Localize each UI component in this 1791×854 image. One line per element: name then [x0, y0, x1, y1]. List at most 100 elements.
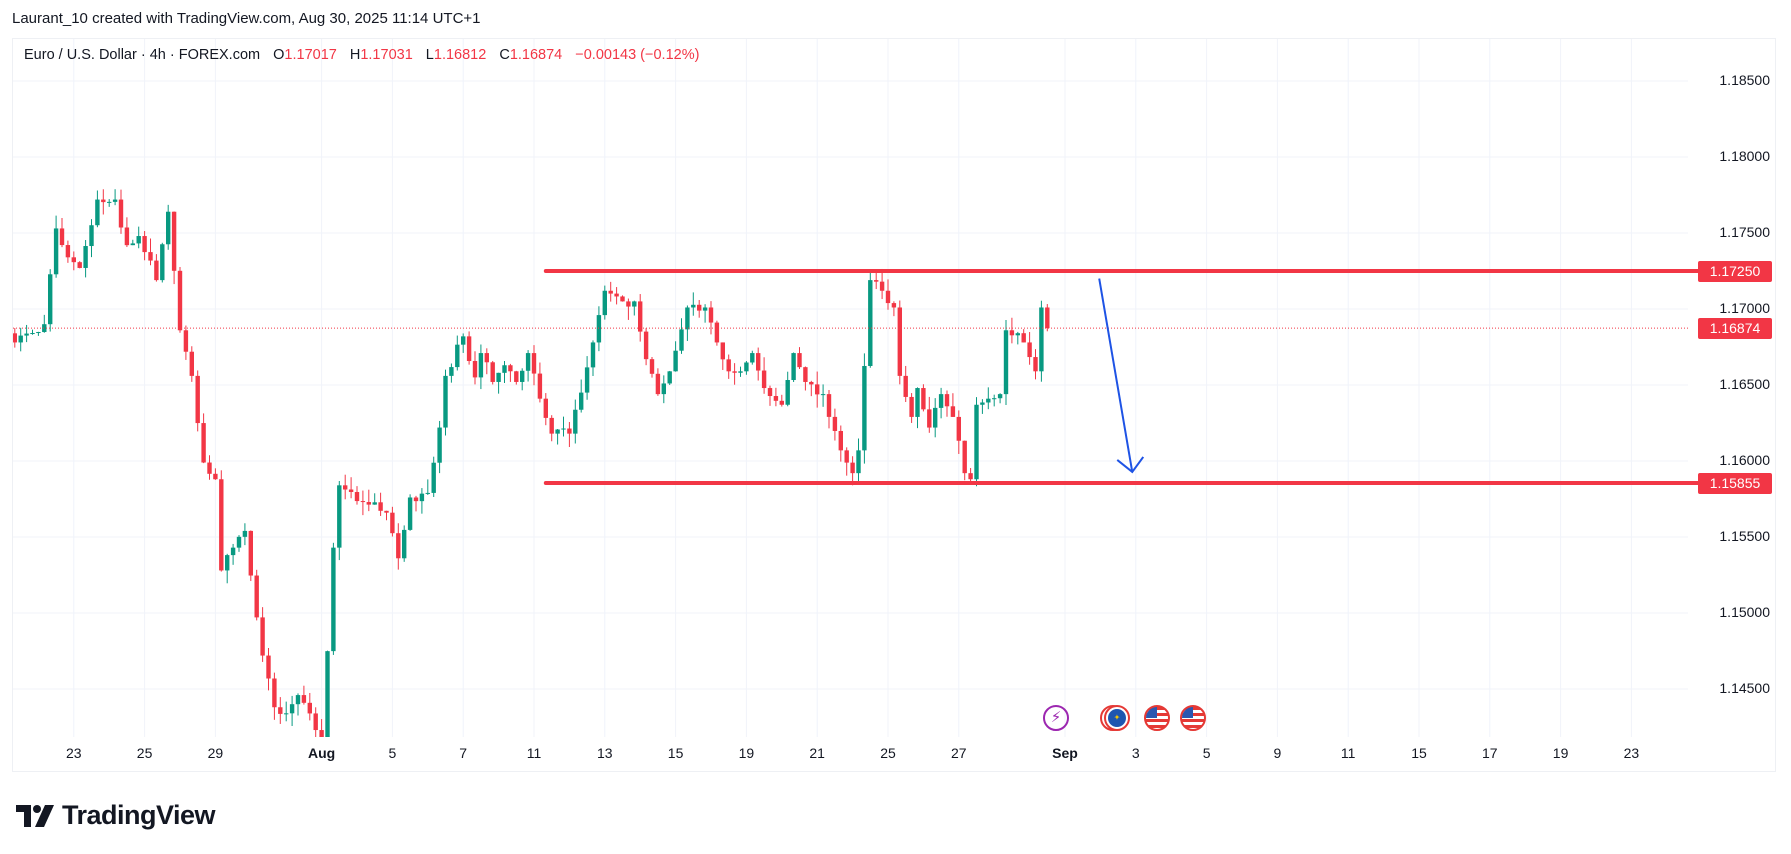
lightning-icon[interactable]: ⚡	[1043, 705, 1069, 731]
candle-body	[726, 359, 731, 372]
candle-body	[77, 262, 82, 268]
candle-body	[992, 398, 997, 400]
candle-body	[844, 450, 849, 463]
price-tick-label: 1.16000	[1719, 452, 1770, 468]
candle	[254, 569, 259, 621]
low-label: L	[425, 47, 434, 63]
price-tag: 1.16874	[1698, 318, 1772, 340]
candle-body	[478, 353, 484, 378]
candle-body	[997, 394, 1003, 399]
candle-body	[974, 404, 979, 480]
candle-body	[826, 394, 832, 417]
candle	[549, 415, 554, 442]
date-tick-label: 27	[951, 745, 967, 761]
chart-frame	[12, 38, 1776, 772]
candle-body	[555, 429, 560, 434]
candle	[744, 361, 749, 375]
candle-body	[124, 227, 130, 246]
price-tick-label: 1.14500	[1719, 680, 1770, 696]
candle	[938, 387, 944, 419]
candle-body	[331, 547, 336, 652]
candle-body	[850, 462, 855, 474]
candle	[820, 384, 826, 407]
tradingview-logo[interactable]: TradingView	[16, 800, 216, 831]
candle	[714, 320, 720, 346]
trend-arrow-head	[1116, 456, 1145, 474]
candle	[956, 410, 961, 454]
candle	[608, 281, 613, 302]
candle	[620, 295, 625, 302]
candle	[561, 416, 566, 437]
candle-body	[337, 485, 342, 548]
candle	[354, 486, 360, 505]
candle-body	[856, 450, 861, 474]
candle-body	[531, 353, 537, 374]
candle	[720, 342, 725, 370]
candle	[573, 399, 578, 444]
candle	[531, 345, 537, 386]
candle-body	[697, 304, 702, 311]
candle-body	[413, 497, 419, 502]
price-tick-label: 1.18500	[1719, 72, 1770, 88]
candle	[478, 344, 484, 390]
candle-body	[738, 371, 743, 373]
candle	[18, 327, 23, 352]
candle-body	[756, 353, 761, 371]
us-flag-icon[interactable]	[1144, 705, 1170, 731]
candle	[844, 447, 849, 476]
candle-body	[584, 367, 590, 393]
candle-body	[862, 365, 867, 451]
candle	[514, 370, 519, 385]
symbol-title[interactable]: Euro / U.S. Dollar · 4h · FOREX.com	[24, 47, 261, 63]
eu-flag-icon[interactable]: ✦	[1104, 705, 1130, 731]
candle	[862, 353, 867, 464]
candle	[183, 325, 189, 360]
candle-body	[266, 655, 271, 679]
candle	[42, 314, 47, 333]
date-tick-label: 21	[809, 745, 825, 761]
candle	[443, 369, 448, 436]
candle	[154, 254, 159, 282]
candle	[230, 543, 236, 565]
date-tick-label: 11	[526, 745, 542, 761]
symbol-legend: Euro / U.S. Dollar · 4h · FOREX.com O1.1…	[24, 47, 699, 63]
candle-body	[632, 301, 637, 307]
candle-body	[602, 290, 607, 316]
candle	[1027, 332, 1032, 365]
candle	[449, 363, 454, 383]
date-tick-label: 25	[880, 745, 896, 761]
candle-body	[691, 304, 696, 308]
candle	[673, 341, 678, 372]
candle-body	[213, 473, 218, 480]
candle-body	[750, 353, 755, 363]
candle-body	[301, 695, 307, 703]
candle-body	[248, 530, 253, 576]
candle-body	[36, 332, 41, 334]
candle-body	[449, 367, 454, 376]
candle	[691, 292, 696, 316]
candle	[142, 231, 147, 261]
candle	[36, 331, 41, 336]
candle	[225, 553, 230, 584]
candle-body	[112, 199, 118, 202]
candles	[13, 189, 1050, 737]
candle-body	[667, 371, 672, 384]
candle	[992, 394, 997, 407]
candle-body	[431, 462, 436, 493]
candle-body	[207, 462, 212, 474]
candle-body	[879, 281, 885, 291]
candle	[632, 300, 637, 316]
candle	[177, 267, 183, 333]
candle-body	[254, 575, 259, 618]
tradingview-logo-text: TradingView	[62, 800, 216, 830]
candle-body	[980, 402, 985, 405]
candle	[997, 393, 1003, 404]
candle	[661, 375, 666, 404]
candle-body	[154, 260, 159, 281]
date-tick-label: Sep	[1052, 745, 1078, 761]
us-flag-icon[interactable]	[1180, 705, 1206, 731]
candle-body	[195, 375, 200, 424]
date-tick-label: 13	[597, 745, 613, 761]
candle	[891, 301, 897, 317]
